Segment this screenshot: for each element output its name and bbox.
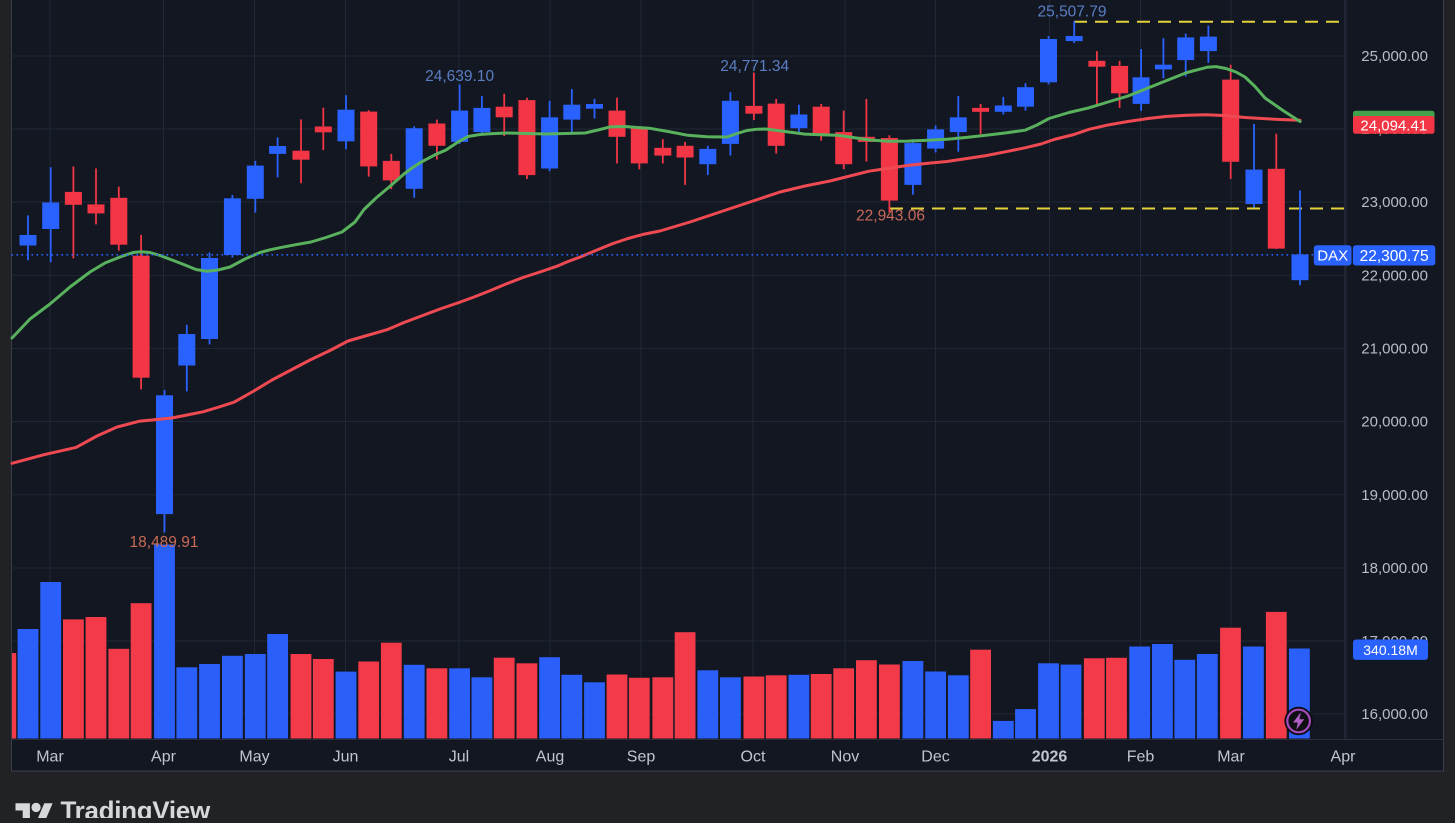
svg-text:18,000.00: 18,000.00 bbox=[1361, 560, 1428, 577]
svg-text:24,094.41: 24,094.41 bbox=[1360, 117, 1427, 134]
svg-text:23,000.00: 23,000.00 bbox=[1361, 194, 1428, 211]
svg-text:21,000.00: 21,000.00 bbox=[1361, 341, 1428, 358]
svg-text:340.18M: 340.18M bbox=[1363, 642, 1417, 658]
svg-text:25,000.00: 25,000.00 bbox=[1361, 48, 1428, 65]
svg-text:Jun: Jun bbox=[333, 749, 359, 766]
svg-text:TradingView: TradingView bbox=[61, 795, 211, 818]
svg-text:Sep: Sep bbox=[627, 749, 656, 766]
svg-text:Nov: Nov bbox=[831, 749, 859, 766]
svg-text:Apr: Apr bbox=[151, 749, 177, 766]
svg-text:Feb: Feb bbox=[1127, 749, 1155, 766]
svg-text:18,489.91: 18,489.91 bbox=[130, 534, 199, 551]
svg-text:22,300.75: 22,300.75 bbox=[1360, 248, 1429, 265]
svg-text:May: May bbox=[239, 749, 269, 766]
svg-text:Dec: Dec bbox=[921, 749, 949, 766]
svg-text:Mar: Mar bbox=[1217, 749, 1245, 766]
svg-text:16,000.00: 16,000.00 bbox=[1361, 706, 1428, 723]
svg-text:22,000.00: 22,000.00 bbox=[1361, 268, 1428, 285]
svg-text:Oct: Oct bbox=[741, 749, 766, 766]
svg-text:24,771.34: 24,771.34 bbox=[720, 58, 789, 75]
svg-text:2026: 2026 bbox=[1032, 749, 1068, 766]
svg-text:Apr: Apr bbox=[1331, 749, 1357, 766]
svg-text:DAX: DAX bbox=[1317, 248, 1348, 265]
svg-text:Aug: Aug bbox=[536, 749, 564, 766]
svg-text:20,000.00: 20,000.00 bbox=[1361, 414, 1428, 431]
svg-text:Jul: Jul bbox=[449, 749, 469, 766]
svg-text:25,507.79: 25,507.79 bbox=[1038, 4, 1107, 21]
svg-text:Mar: Mar bbox=[36, 749, 64, 766]
svg-text:24,639.10: 24,639.10 bbox=[425, 68, 494, 85]
svg-text:19,000.00: 19,000.00 bbox=[1361, 487, 1428, 504]
svg-text:22,943.06: 22,943.06 bbox=[856, 208, 925, 225]
